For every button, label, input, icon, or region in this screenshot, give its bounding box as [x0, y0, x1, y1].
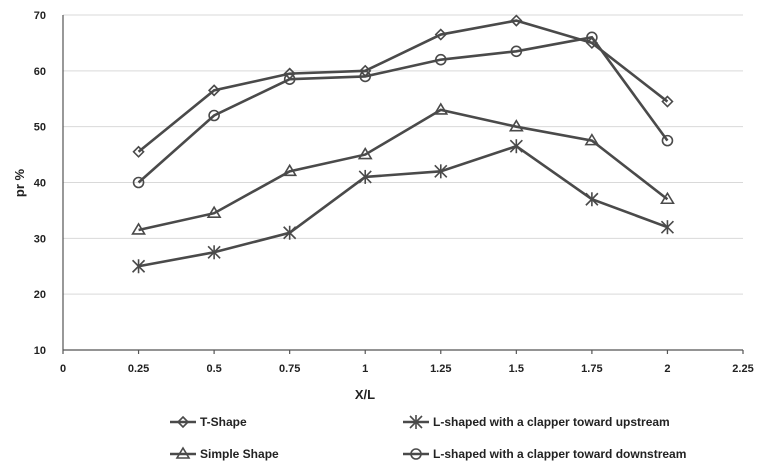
data-point: [207, 245, 221, 260]
data-point: [586, 31, 598, 44]
y-tick-label: 50: [34, 122, 46, 134]
data-point: [660, 220, 675, 235]
data-point: [359, 70, 372, 83]
data-point: [510, 14, 523, 27]
data-point: [207, 84, 221, 97]
data-point: [132, 176, 145, 189]
legend-marker: [176, 415, 190, 429]
series-2: [131, 139, 675, 274]
x-tick-label: 0: [60, 363, 66, 375]
data-point: [433, 102, 449, 115]
data-point: [510, 45, 523, 58]
y-axis-title: pr %: [12, 168, 27, 197]
series-line: [138, 108, 669, 232]
legend-marker: [409, 415, 423, 429]
data-point: [283, 73, 296, 86]
data-point: [661, 95, 674, 108]
legend-label: Simple Shape: [200, 447, 279, 461]
y-tick-label: 20: [34, 289, 46, 301]
series-line: [138, 144, 668, 268]
data-point: [434, 164, 448, 179]
data-point: [132, 145, 145, 158]
x-tick-label: 1.5: [509, 363, 524, 375]
y-tick-label: 40: [34, 178, 46, 190]
x-tick-label: 2.25: [732, 363, 753, 375]
y-tick-label: 60: [34, 66, 46, 78]
x-tick-label: 0.5: [206, 363, 221, 375]
legend-label: T-Shape: [200, 415, 247, 429]
data-point: [282, 163, 298, 177]
data-point: [660, 191, 675, 205]
data-point: [206, 205, 222, 219]
data-point: [208, 109, 220, 122]
x-tick-label: 0.75: [279, 363, 300, 375]
x-tick-label: 1.25: [430, 363, 451, 375]
series-4: [132, 31, 674, 189]
data-point: [358, 169, 372, 184]
y-tick-label: 70: [34, 10, 46, 22]
data-point: [434, 28, 447, 41]
data-point: [585, 192, 599, 207]
x-tick-labels: 0 0.25 0.5 0.75 1 1.25 1.5 1.75 2 2.25: [60, 350, 754, 375]
series-group: [131, 14, 675, 274]
x-tick-label: 2: [664, 363, 670, 375]
data-point: [661, 134, 674, 147]
data-point: [508, 119, 524, 132]
data-point: [283, 225, 297, 240]
legend-marker: [410, 448, 422, 460]
x-axis-title: X/L: [355, 387, 375, 402]
y-tick-label: 30: [34, 233, 46, 245]
legend-item: Simple Shape: [170, 446, 279, 461]
y-tick-labels: 10 20 30 40 50 60 70: [34, 10, 46, 357]
legend-item: T-Shape: [170, 415, 247, 429]
x-tick-label: 1: [362, 363, 368, 375]
data-point: [131, 259, 146, 274]
data-point: [434, 53, 447, 66]
legend-marker: [175, 446, 191, 459]
x-tick-label: 1.75: [581, 363, 602, 375]
legend-label: L-shaped with a clapper toward downstrea…: [433, 447, 686, 461]
series-line: [137, 35, 669, 184]
legend: T-Shape L-shaped with a clapper toward up…: [170, 415, 686, 461]
y-tick-label: 10: [34, 345, 46, 357]
x-tick-label: 0.25: [128, 363, 149, 375]
data-point: [131, 222, 146, 235]
data-point: [509, 139, 523, 154]
legend-label: L-shaped with a clapper toward upstream: [433, 415, 670, 429]
data-point: [357, 147, 373, 160]
legend-item: L-shaped with a clapper toward downstrea…: [403, 447, 686, 461]
series-3: [131, 102, 675, 235]
legend-item: L-shaped with a clapper toward upstream: [403, 415, 670, 429]
data-point: [584, 133, 600, 146]
grid-lines: [63, 14, 743, 295]
